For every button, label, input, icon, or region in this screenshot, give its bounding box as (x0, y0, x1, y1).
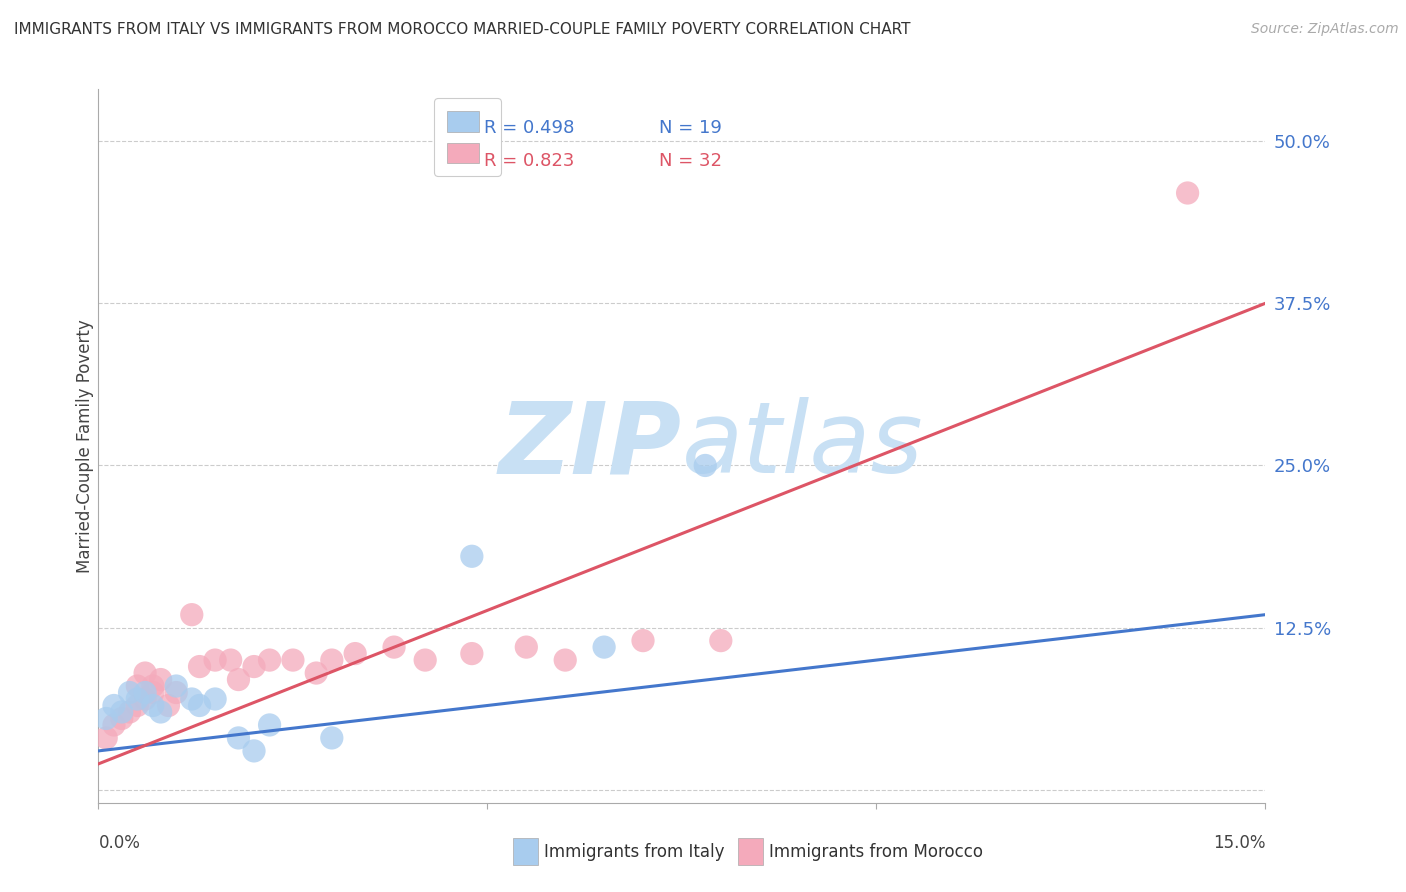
Point (180, 607, 202, 622)
Point (413, 653, 436, 667)
Point (118, 705, 141, 719)
Text: Immigrants from Italy: Immigrants from Italy (544, 843, 724, 861)
Point (204, 692, 226, 706)
Point (243, 744, 266, 758)
Text: 0.0%: 0.0% (98, 834, 141, 852)
Point (165, 679, 187, 693)
Point (103, 698, 125, 713)
Point (134, 685, 156, 699)
Point (127, 698, 149, 713)
Point (228, 673, 250, 687)
Point (515, 640, 537, 654)
Legend: , : , (434, 98, 501, 176)
Point (204, 653, 226, 667)
Point (461, 647, 484, 661)
Point (710, 633, 733, 648)
Point (281, 653, 304, 667)
Point (321, 653, 343, 667)
Point (134, 692, 156, 706)
FancyBboxPatch shape (738, 838, 763, 865)
FancyBboxPatch shape (513, 838, 538, 865)
Point (344, 647, 367, 661)
Point (461, 549, 484, 564)
Point (259, 653, 281, 667)
Point (142, 685, 165, 699)
Text: R = 0.498: R = 0.498 (484, 120, 574, 137)
Point (111, 705, 134, 719)
Text: N = 32: N = 32 (658, 152, 721, 169)
Point (103, 718, 125, 732)
Point (631, 633, 654, 648)
Point (96, 711, 118, 725)
Point (259, 718, 281, 732)
Point (228, 731, 250, 745)
Point (142, 679, 165, 693)
Text: ZIP: ZIP (499, 398, 682, 494)
Text: R = 0.823: R = 0.823 (484, 152, 574, 169)
Text: 15.0%: 15.0% (1213, 834, 1265, 852)
Point (96, 731, 118, 745)
Y-axis label: Married-Couple Family Poverty: Married-Couple Family Poverty (76, 319, 94, 573)
Point (111, 711, 134, 725)
Point (180, 692, 202, 706)
Point (695, 458, 717, 473)
Point (188, 698, 211, 713)
Point (118, 685, 141, 699)
Point (554, 653, 576, 667)
Point (593, 640, 616, 654)
Point (188, 659, 211, 673)
Point (219, 653, 242, 667)
Point (165, 685, 187, 699)
Point (382, 640, 405, 654)
Text: atlas: atlas (682, 398, 924, 494)
Point (127, 679, 149, 693)
Text: Source: ZipAtlas.com: Source: ZipAtlas.com (1251, 22, 1399, 37)
Text: Immigrants from Morocco: Immigrants from Morocco (769, 843, 983, 861)
Point (149, 673, 172, 687)
Point (305, 666, 328, 681)
Point (1177, 186, 1199, 200)
Point (157, 698, 180, 713)
Point (134, 666, 156, 681)
Point (142, 698, 165, 713)
Point (243, 659, 266, 673)
Point (321, 731, 343, 745)
Point (127, 692, 149, 706)
Point (149, 705, 172, 719)
Text: IMMIGRANTS FROM ITALY VS IMMIGRANTS FROM MOROCCO MARRIED-COUPLE FAMILY POVERTY C: IMMIGRANTS FROM ITALY VS IMMIGRANTS FROM… (14, 22, 911, 37)
Text: N = 19: N = 19 (658, 120, 721, 137)
